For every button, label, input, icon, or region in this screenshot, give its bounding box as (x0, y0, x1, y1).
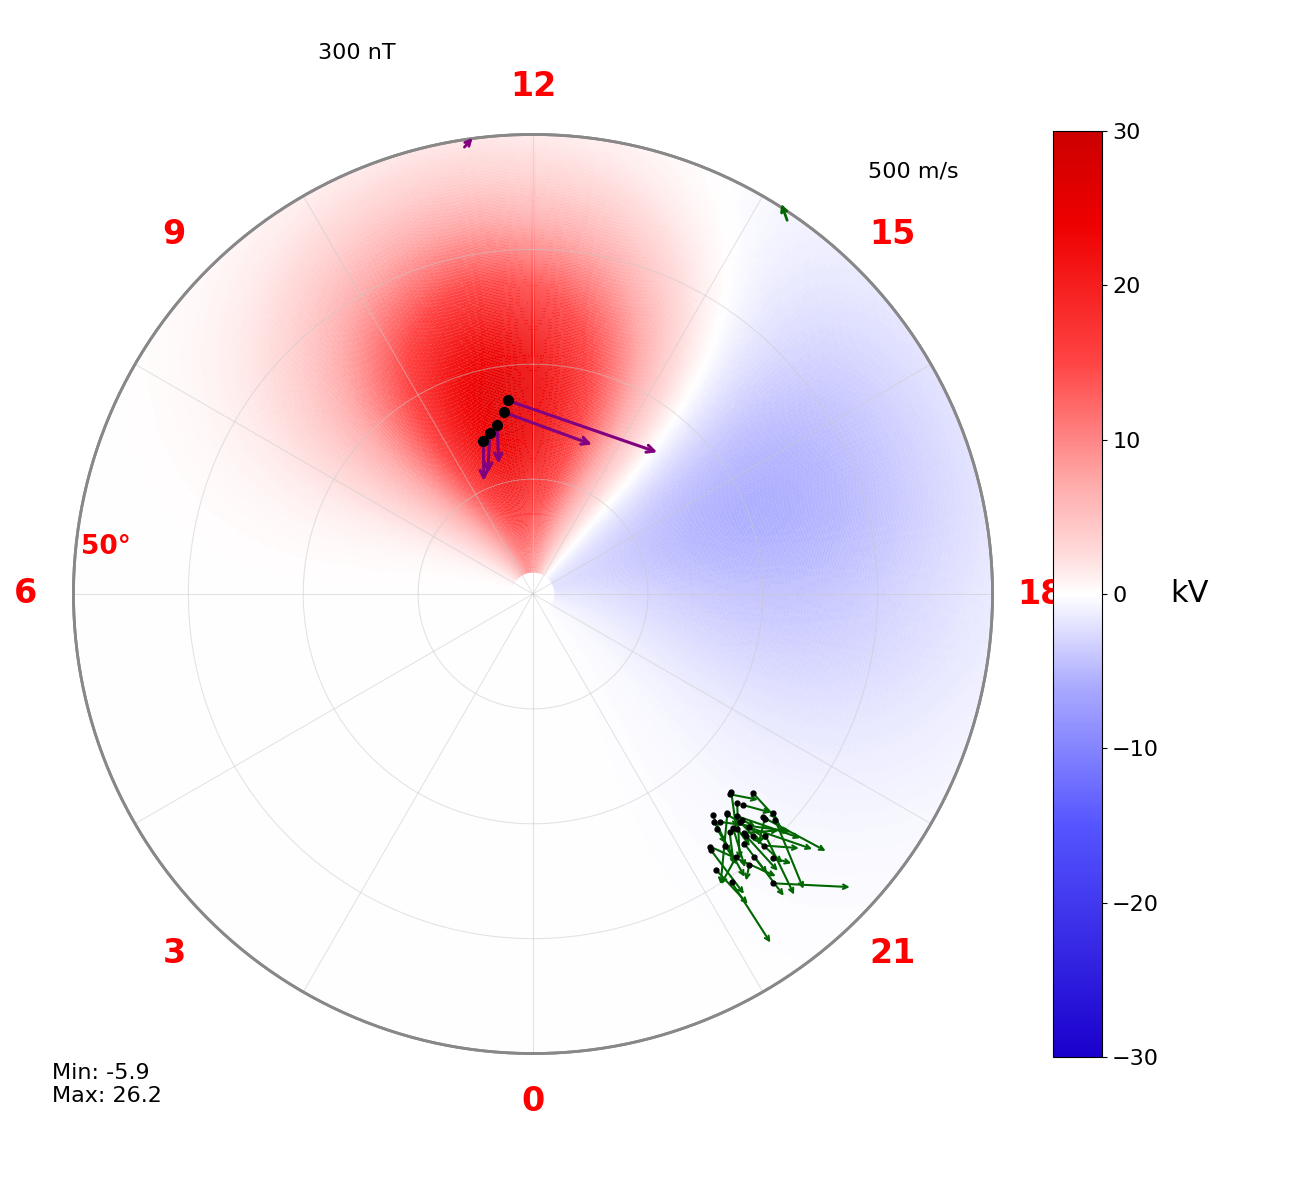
Text: 18: 18 (1018, 577, 1063, 611)
Polygon shape (512, 574, 554, 614)
Text: 0: 0 (521, 1086, 545, 1118)
Text: 12: 12 (510, 70, 556, 102)
Text: 50°: 50° (81, 535, 131, 561)
Text: 6: 6 (13, 577, 36, 611)
Text: 21: 21 (868, 936, 915, 969)
Text: 3: 3 (162, 936, 186, 969)
Text: Min: -5.9
Max: 26.2: Min: -5.9 Max: 26.2 (52, 1063, 162, 1106)
Text: 500 m/s: 500 m/s (868, 162, 959, 182)
Y-axis label: kV: kV (1170, 580, 1209, 608)
Text: 9: 9 (162, 219, 186, 252)
Text: 300 nT: 300 nT (318, 43, 396, 63)
Text: 15: 15 (868, 219, 915, 252)
